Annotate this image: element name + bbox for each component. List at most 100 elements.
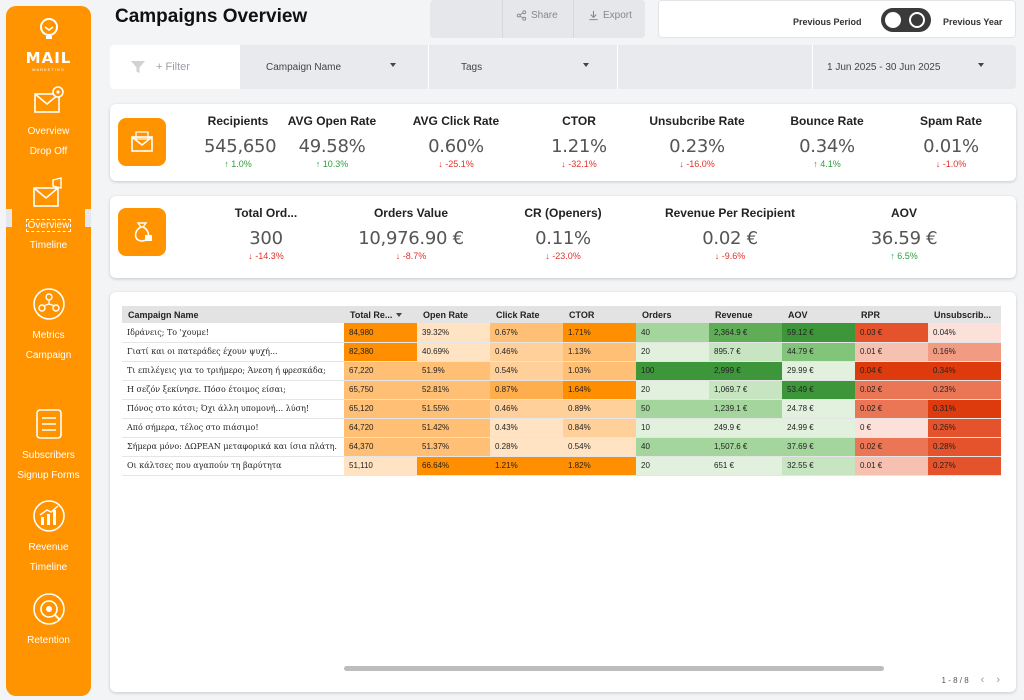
table-cell: 249.9 € <box>709 418 782 438</box>
sidebar-link-campaign[interactable]: Campaign <box>25 350 72 361</box>
table-row[interactable]: Πόνος στο κότσι; Όχι άλλη υπομονή... λύσ… <box>122 399 1001 419</box>
sidebar-link-drop-off[interactable]: Drop Off <box>29 146 68 157</box>
email-settings-icon <box>33 86 64 113</box>
sidebar: MAIL MARKETING Overview Drop Off Overvie… <box>6 6 91 696</box>
table-row[interactable]: Τι επιλέγεις για το τριήμερο; Άνεση ή φρ… <box>122 361 1001 381</box>
column-header-sorted[interactable]: Total Re... <box>344 306 417 323</box>
previous-period-label: Previous Period <box>793 17 862 27</box>
active-marker-right <box>85 209 91 227</box>
date-range-label: 1 Jun 2025 - 30 Jun 2025 <box>827 61 941 73</box>
kpi-label: CR (Openers) <box>524 206 602 220</box>
table-cell: 0.84% <box>563 418 636 438</box>
pagination-label: 1 - 8 / 8 <box>941 675 969 685</box>
share-export-toolbar: Share Export <box>430 0 645 38</box>
tags-dropdown[interactable]: Tags <box>429 45 617 89</box>
kpi-value: 1.21% <box>551 136 607 157</box>
sidebar-link-overview-active[interactable]: Overview <box>25 219 72 232</box>
table-row[interactable]: Από σήμερα, τέλος στο πιάσιμο! 64,720 51.4… <box>122 418 1001 438</box>
column-header[interactable]: Orders <box>636 306 709 323</box>
table-cell: 44.79 € <box>782 342 855 362</box>
campaign-name-cell: Τι επιλέγεις για το τριήμερο; Άνεση ή φρ… <box>122 361 344 381</box>
sidebar-link-revenue-timeline[interactable]: Timeline <box>29 562 68 573</box>
column-header[interactable]: AOV <box>782 306 855 323</box>
table-cell: 0.26% <box>928 418 1001 438</box>
table-cell: 65,120 <box>344 399 417 419</box>
logo-text: MAIL <box>25 49 72 67</box>
kpi-label: Total Ord... <box>234 206 298 220</box>
brand-logo[interactable]: MAIL MARKETING <box>6 16 91 72</box>
sidebar-link-revenue[interactable]: Revenue <box>28 542 69 553</box>
add-filter-button[interactable]: + Filter <box>110 45 240 89</box>
table-cell: 64,370 <box>344 437 417 457</box>
kpi-delta: ↓ -9.6% <box>714 251 746 261</box>
table-row[interactable]: Η σεζόν ξεκίνησε. Πόσο έτοιμος είσαι; 65,… <box>122 380 1001 400</box>
table-cell: 0.02 € <box>855 380 928 400</box>
table-cell: 39.32% <box>417 323 490 343</box>
sidebar-link-timeline[interactable]: Timeline <box>29 240 68 251</box>
table-cell: 1.82% <box>563 456 636 476</box>
filter-bar: + Filter Campaign Name Tags 1 Jun 2025 -… <box>110 45 1016 89</box>
date-range-picker[interactable]: 1 Jun 2025 - 30 Jun 2025 <box>813 45 1016 89</box>
kpi-revenue-per-recipient: Revenue Per Recipient 0.02 € ↓ -9.6% <box>656 206 804 261</box>
table-cell: 2,364.9 € <box>709 323 782 343</box>
table-row[interactable]: Ιδράνεις; Το 'χουμε! 84,980 39.32% 0.67% 1.7… <box>122 323 1001 343</box>
kpi-value: 0.60% <box>428 136 484 157</box>
table-row[interactable]: Σήμερα μόνο: ΔΩΡΕΑΝ μεταφορικά και ίσια … <box>122 437 1001 457</box>
table-cell: 0.04 € <box>855 361 928 381</box>
kpi-recipients: Recipients 545,650 ↑ 1.0% <box>204 114 277 169</box>
column-header[interactable]: RPR <box>855 306 928 323</box>
table-cell: 0.02 € <box>855 437 928 457</box>
share-button[interactable]: Share <box>516 10 558 21</box>
column-header[interactable]: Campaign Name <box>122 306 344 323</box>
kpi-delta: ↑ 1.0% <box>224 159 252 169</box>
table-cell: 50 <box>636 399 709 419</box>
page-title: Campaigns Overview <box>115 6 308 27</box>
chevron-left-icon[interactable]: ‹ <box>980 674 985 686</box>
column-header[interactable]: Click Rate <box>490 306 563 323</box>
users-metrics-icon <box>32 288 65 320</box>
toggle-ring <box>909 12 925 28</box>
table-cell: 0.67% <box>490 323 563 343</box>
table-cell: 51.37% <box>417 437 490 457</box>
kpi-label: Unsubcribe Rate <box>649 114 745 128</box>
table-cell: 0.54% <box>563 437 636 457</box>
table-row[interactable]: Γιατί και οι πατεράδες έχουν ψυχή... 82,3… <box>122 342 1001 362</box>
sidebar-link-overview[interactable]: Overview <box>27 126 70 137</box>
table-cell: 52.81% <box>417 380 490 400</box>
column-header[interactable]: Unsubscrib... <box>928 306 1001 323</box>
filter-divider <box>812 45 813 89</box>
sidebar-link-retention[interactable]: Retention <box>27 635 70 646</box>
lightbulb-icon <box>39 18 58 39</box>
kpi-delta: ↓ -25.1% <box>438 159 474 169</box>
export-button[interactable]: Export <box>588 10 632 21</box>
table-cell: 64,720 <box>344 418 417 438</box>
column-header[interactable]: Revenue <box>709 306 782 323</box>
sidebar-link-subscribers[interactable]: Subscribers <box>22 450 75 461</box>
chevron-right-icon[interactable]: › <box>996 674 1000 686</box>
table-cell: 0.28% <box>928 437 1001 457</box>
horizontal-scrollbar[interactable] <box>344 666 884 671</box>
table-cell: 51.42% <box>417 418 490 438</box>
campaign-name-dropdown[interactable]: Campaign Name <box>240 45 428 89</box>
kpi-delta: ↓ -1.0% <box>935 159 967 169</box>
kpi-ctor: CTOR 1.21% ↓ -32.1% <box>546 114 612 169</box>
kpi-cr-openers: CR (Openers) 0.11% ↓ -23.0% <box>516 206 610 261</box>
table-cell: 82,380 <box>344 342 417 362</box>
table-header-row: Campaign Name Total Re... Open Rate Clic… <box>122 306 1001 323</box>
campaigns-table: Campaign Name Total Re... Open Rate Clic… <box>122 306 1001 476</box>
campaigns-table-card: Campaign Name Total Re... Open Rate Clic… <box>110 292 1016 692</box>
table-row[interactable]: Οι κάλτσες που αγαπούν τη βαρύτητα 51,110… <box>122 456 1001 476</box>
sidebar-link-signup-forms[interactable]: Signup Forms <box>17 470 80 481</box>
kpi-delta: ↑ 10.3% <box>315 159 349 169</box>
table-cell: 1,239.1 € <box>709 399 782 419</box>
email-kpi-card: Recipients 545,650 ↑ 1.0% AVG Open Rate … <box>110 104 1016 181</box>
column-header[interactable]: CTOR <box>563 306 636 323</box>
sidebar-link-metrics[interactable]: Metrics <box>32 330 65 341</box>
table-cell: 1.03% <box>563 361 636 381</box>
email-megaphone-icon <box>32 177 62 207</box>
comparison-toggle[interactable] <box>881 8 931 32</box>
toolbar-divider <box>573 0 574 38</box>
column-header[interactable]: Open Rate <box>417 306 490 323</box>
filter-divider <box>428 45 429 89</box>
list-icon <box>35 409 62 439</box>
